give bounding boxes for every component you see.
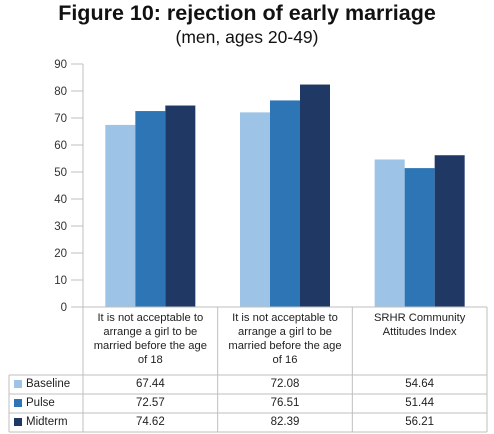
bar-midterm (165, 105, 196, 307)
data-label: 56.21 (405, 416, 435, 428)
y-tick-label: 70 (54, 113, 67, 125)
x-category-label: SRHR Community Attitudes Index (373, 312, 466, 338)
y-tick-label: 30 (54, 221, 67, 233)
legend-label: Baseline (26, 378, 71, 390)
data-label: 82.39 (270, 416, 300, 428)
data-label: 76.51 (270, 397, 300, 409)
legend-entry: Midterm (10, 413, 68, 432)
legend-swatch (14, 379, 22, 388)
data-label: 67.44 (135, 378, 165, 390)
y-tick-label: 40 (54, 194, 67, 206)
y-tick-label: 10 (54, 275, 67, 287)
bar-baseline (374, 159, 405, 307)
bar-midterm (434, 155, 465, 307)
legend-label: Midterm (26, 416, 68, 428)
legend-swatch (14, 398, 22, 407)
data-label: 72.08 (270, 378, 300, 390)
y-tick-label: 20 (54, 248, 67, 260)
bar-baseline (240, 112, 270, 307)
chart-title: Figure 10: rejection of early marriage (58, 1, 436, 25)
y-tick-label: 90 (54, 59, 67, 71)
y-tick-label: 50 (54, 167, 67, 179)
x-category-label: It is not acceptable to arrange a girl t… (93, 312, 207, 366)
legend-entry: Pulse (10, 394, 55, 413)
bar-baseline (105, 124, 136, 307)
bar-pulse (270, 100, 300, 307)
bar-pulse (404, 168, 435, 307)
chart-subtitle: (men, ages 20-49) (175, 27, 319, 47)
x-category-label: It is not acceptable to arrange a girl t… (228, 312, 342, 366)
data-label: 72.57 (135, 397, 165, 409)
bar-pulse (135, 111, 166, 307)
data-label: 74.62 (135, 416, 165, 428)
data-label: 54.64 (405, 378, 435, 390)
legend-entry: Baseline (10, 375, 70, 394)
y-tick-label: 80 (54, 86, 67, 98)
bar-midterm (300, 84, 330, 307)
y-tick-label: 60 (54, 140, 67, 152)
legend-swatch (14, 417, 22, 426)
legend-label: Pulse (26, 397, 55, 409)
data-label: 51.44 (405, 397, 435, 409)
y-tick-label: 0 (61, 302, 67, 314)
